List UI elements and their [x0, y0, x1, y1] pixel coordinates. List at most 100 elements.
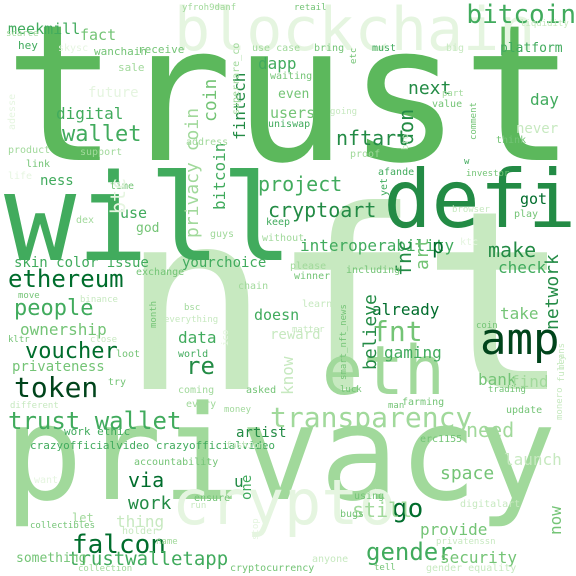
- word: tell: [374, 563, 396, 573]
- word: token: [14, 371, 99, 404]
- word: guys: [210, 229, 235, 240]
- word: bitcoin: [210, 142, 229, 210]
- word: part: [442, 89, 464, 99]
- word: take: [500, 304, 539, 323]
- word: superrare_co: [231, 42, 242, 115]
- word: everything: [164, 315, 219, 325]
- word: bank: [478, 370, 517, 389]
- word: via: [128, 468, 165, 492]
- word: dex: [76, 215, 95, 226]
- word: loot: [116, 349, 141, 360]
- word: keep: [266, 217, 291, 228]
- word: privacy coin: [182, 107, 203, 238]
- word: wallet: [62, 122, 142, 147]
- word: falcon: [72, 530, 166, 560]
- word: monero: [555, 387, 565, 420]
- word: winner: [294, 271, 331, 282]
- word: p: [432, 234, 445, 258]
- word: bugs: [340, 509, 365, 520]
- word: still: [352, 498, 413, 522]
- word: need: [466, 418, 515, 442]
- word: bitcoin: [466, 0, 576, 30]
- word: ico: [221, 329, 231, 346]
- word: work ethic: [64, 425, 131, 438]
- word: privacy: [4, 377, 557, 530]
- word: check: [498, 258, 547, 277]
- word: skysc: [58, 43, 89, 54]
- word: got: [520, 190, 548, 208]
- word: without: [262, 233, 305, 244]
- word: liquidity: [520, 19, 569, 29]
- word: man: [388, 401, 405, 411]
- word: blockchain: [174, 0, 536, 65]
- word: future: [88, 85, 139, 101]
- word: dapp: [258, 54, 297, 73]
- word: binance: [80, 295, 118, 305]
- word: life: [8, 171, 33, 182]
- word: eth: [322, 332, 445, 411]
- word: wanchain: [94, 45, 147, 58]
- word: name: [156, 537, 178, 547]
- word: people: [14, 296, 94, 321]
- word: product: [8, 145, 51, 156]
- word: play: [514, 209, 539, 220]
- word: trading: [488, 385, 526, 395]
- word: afande: [378, 167, 415, 178]
- word: chain: [238, 281, 269, 292]
- word: support: [80, 147, 123, 158]
- word: defi: [383, 153, 576, 246]
- word: trust wallet: [8, 407, 182, 435]
- word: transparency: [270, 401, 473, 434]
- word: waiting: [270, 71, 313, 82]
- word: fact: [80, 26, 117, 44]
- word: month: [149, 300, 159, 328]
- word: next: [408, 78, 452, 99]
- word: users: [270, 104, 316, 122]
- word: big: [446, 43, 465, 54]
- word: artist: [236, 425, 287, 441]
- word: fully: [557, 354, 567, 382]
- word: even: [278, 87, 310, 102]
- word: amp: [480, 314, 560, 365]
- word: believe: [360, 294, 381, 370]
- word: yourchoice: [182, 255, 267, 271]
- word: ktc: [460, 237, 479, 248]
- word: yfroh9danf: [182, 3, 237, 13]
- word: link: [26, 159, 51, 170]
- word: coin: [476, 321, 498, 331]
- word: digitalart: [460, 499, 521, 510]
- word: address: [186, 137, 229, 148]
- word: browser: [452, 205, 490, 215]
- word: trustwalletapp: [68, 548, 229, 570]
- word: retail: [294, 3, 327, 13]
- word: ethereum: [8, 265, 124, 293]
- word: let: [72, 511, 94, 525]
- word: matter: [292, 325, 325, 335]
- word: bro: [401, 133, 411, 150]
- word: something: [16, 551, 87, 566]
- word: different: [10, 401, 59, 411]
- word: btc: [106, 177, 130, 214]
- word: network: [542, 254, 563, 330]
- word: exchange: [136, 267, 185, 278]
- word: fnt: [372, 315, 423, 348]
- word: ness: [40, 173, 74, 189]
- word: value: [432, 99, 463, 110]
- word: customer: [342, 255, 391, 266]
- word: going: [330, 107, 358, 117]
- word: adesse: [7, 93, 18, 130]
- word: nft: [120, 157, 572, 448]
- word: money: [224, 405, 252, 415]
- word: data: [178, 328, 217, 347]
- word: run: [190, 501, 207, 511]
- word: time: [110, 181, 135, 192]
- word: gaming: [384, 343, 442, 362]
- word: use: [120, 204, 148, 222]
- word: smart_nft_news: [339, 304, 349, 380]
- word: luck: [340, 385, 362, 395]
- word: voucher: [25, 339, 118, 364]
- word: make: [488, 238, 537, 262]
- word: cryptocurrency: [230, 563, 315, 574]
- word: gender equality: [426, 563, 517, 574]
